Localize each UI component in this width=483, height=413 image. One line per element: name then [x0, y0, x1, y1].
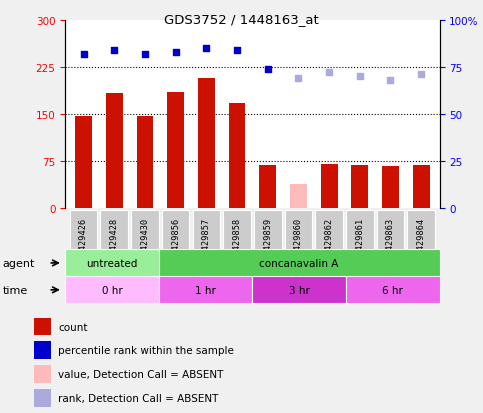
- Bar: [382, 166, 399, 209]
- FancyBboxPatch shape: [131, 210, 159, 279]
- Bar: [33, 389, 51, 407]
- FancyBboxPatch shape: [65, 277, 159, 304]
- Point: [417, 72, 425, 78]
- Bar: [33, 342, 51, 359]
- FancyBboxPatch shape: [223, 210, 251, 279]
- Text: GSM429428: GSM429428: [110, 218, 119, 265]
- FancyBboxPatch shape: [315, 210, 343, 279]
- Text: GSM429426: GSM429426: [79, 218, 88, 265]
- Point: [325, 70, 333, 76]
- FancyBboxPatch shape: [254, 210, 282, 279]
- Bar: [106, 94, 123, 209]
- FancyBboxPatch shape: [346, 210, 373, 279]
- Point: [386, 78, 394, 84]
- FancyBboxPatch shape: [377, 210, 404, 279]
- Text: GSM429861: GSM429861: [355, 218, 364, 265]
- Text: time: time: [2, 285, 28, 295]
- Text: agent: agent: [2, 258, 35, 268]
- Text: percentile rank within the sample: percentile rank within the sample: [58, 346, 234, 356]
- FancyBboxPatch shape: [407, 210, 435, 279]
- Bar: [321, 165, 338, 209]
- Text: 1 hr: 1 hr: [195, 285, 216, 295]
- Bar: [290, 185, 307, 209]
- FancyBboxPatch shape: [70, 210, 98, 279]
- Text: GDS3752 / 1448163_at: GDS3752 / 1448163_at: [164, 13, 319, 26]
- Point: [111, 47, 118, 54]
- FancyBboxPatch shape: [100, 210, 128, 279]
- Text: 0 hr: 0 hr: [101, 285, 122, 295]
- Text: GSM429864: GSM429864: [417, 218, 426, 265]
- Text: count: count: [58, 322, 88, 332]
- Bar: [137, 116, 154, 209]
- Bar: [167, 93, 184, 209]
- Bar: [75, 116, 92, 209]
- Point: [80, 51, 87, 58]
- Point: [264, 66, 271, 73]
- Point: [356, 74, 364, 80]
- Bar: [33, 366, 51, 383]
- Text: rank, Detection Call = ABSENT: rank, Detection Call = ABSENT: [58, 393, 219, 403]
- Text: value, Detection Call = ABSENT: value, Detection Call = ABSENT: [58, 369, 224, 379]
- Text: GSM429858: GSM429858: [232, 218, 242, 265]
- Point: [141, 51, 149, 58]
- FancyBboxPatch shape: [193, 210, 220, 279]
- FancyBboxPatch shape: [346, 277, 440, 304]
- FancyBboxPatch shape: [284, 210, 312, 279]
- Text: GSM429863: GSM429863: [386, 218, 395, 265]
- Text: GSM429859: GSM429859: [263, 218, 272, 265]
- Text: GSM429857: GSM429857: [202, 218, 211, 265]
- FancyBboxPatch shape: [162, 210, 189, 279]
- Point: [295, 76, 302, 82]
- Text: GSM429860: GSM429860: [294, 218, 303, 265]
- Text: GSM429856: GSM429856: [171, 218, 180, 265]
- FancyBboxPatch shape: [253, 277, 346, 304]
- Bar: [33, 318, 51, 336]
- Text: 6 hr: 6 hr: [383, 285, 403, 295]
- Point: [202, 45, 210, 52]
- Bar: [259, 166, 276, 209]
- Text: GSM429862: GSM429862: [325, 218, 334, 265]
- Bar: [351, 166, 368, 209]
- FancyBboxPatch shape: [65, 250, 159, 277]
- Text: concanavalin A: concanavalin A: [259, 258, 339, 268]
- Point: [233, 47, 241, 54]
- Text: untreated: untreated: [86, 258, 138, 268]
- Bar: [412, 166, 429, 209]
- Point: [172, 49, 180, 56]
- Bar: [228, 103, 245, 209]
- Bar: [198, 79, 215, 209]
- Text: GSM429430: GSM429430: [141, 218, 149, 265]
- FancyBboxPatch shape: [159, 250, 440, 277]
- FancyBboxPatch shape: [159, 277, 253, 304]
- Text: 3 hr: 3 hr: [289, 285, 310, 295]
